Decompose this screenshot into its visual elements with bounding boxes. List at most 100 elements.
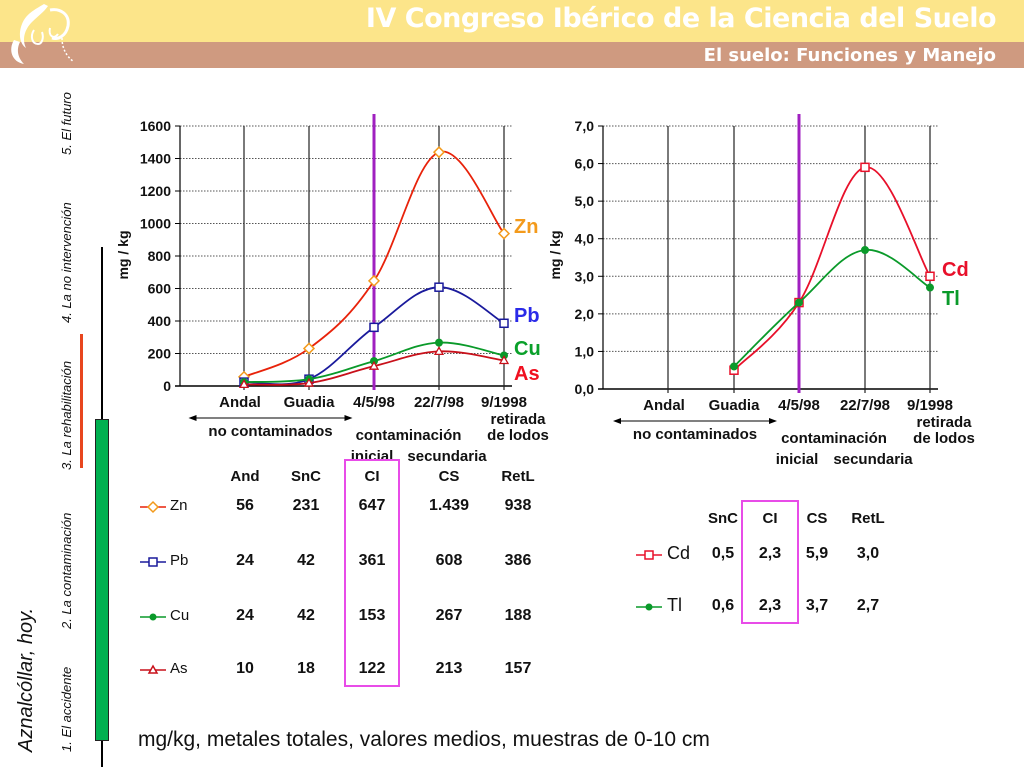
table-cell: 647 (358, 497, 386, 514)
arrow-right-icon (769, 418, 777, 424)
data-point-tl (861, 245, 869, 254)
y-tick-label: 200 (148, 346, 172, 362)
y-axis-label: mg / kg (115, 230, 131, 279)
legend-icon-cu (140, 613, 166, 621)
data-point-zn (432, 146, 446, 159)
y-tick-label: 2,0 (575, 306, 595, 322)
annotation-inicial: inicial (776, 451, 819, 468)
annotation-secundaria: secundaria (407, 448, 487, 465)
series-label-as: As (514, 363, 540, 385)
series-label-cd: Cd (942, 259, 969, 281)
data-point-as (433, 346, 445, 356)
x-tick-label: 9/1998 (907, 397, 953, 414)
y-axis-label: mg / kg (547, 230, 563, 279)
arrow-left-icon (188, 415, 197, 421)
annotation-retirada: retirada (490, 411, 546, 428)
table-cell: 2,7 (856, 597, 880, 614)
table-cell: 1.439 (428, 497, 470, 514)
table-cell: 157 (504, 660, 532, 677)
ci-highlight-box (741, 500, 799, 624)
table-cell: 361 (358, 552, 386, 569)
table-header: And (230, 468, 260, 485)
y-tick-label: 800 (148, 248, 172, 264)
header-band-bottom (0, 42, 1024, 68)
x-tick-label: 4/5/98 (778, 397, 820, 414)
table-cell: 24 (236, 552, 254, 569)
table-header: CS (438, 468, 460, 485)
table-cell: 0,6 (711, 597, 735, 614)
data-point-as (498, 355, 510, 365)
data-point-zn (367, 274, 381, 287)
data-point-tl (730, 362, 738, 371)
data-point-pb (434, 282, 444, 292)
y-tick-label: 1400 (140, 151, 171, 167)
series-line-tl (733, 249, 931, 368)
y-tick-label: 1,0 (575, 343, 595, 359)
annotation-contaminacion: contaminación (781, 430, 887, 447)
table-cell: 0,5 (711, 545, 735, 562)
table-header: SnC (708, 510, 738, 527)
table-header: CI (762, 510, 778, 527)
series-label-cu: Cu (514, 338, 541, 360)
table-cell: 42 (297, 552, 315, 569)
header-band-top (0, 0, 1024, 42)
table-row-label: As (170, 660, 188, 677)
x-tick-label: 9/1998 (481, 394, 527, 411)
data-point-as (303, 377, 315, 387)
table-cell: 153 (358, 607, 386, 624)
legend-icon-zn (140, 500, 166, 514)
table-row-label: Zn (170, 497, 188, 514)
data-point-tl (926, 283, 934, 292)
table-row-label: Pb (170, 552, 189, 569)
data-point-pb (369, 322, 379, 333)
arrow-right-icon (344, 415, 353, 421)
progress-bar-fill (95, 419, 109, 741)
table-cell: 938 (504, 497, 532, 514)
legend-icon-tl (636, 603, 662, 611)
y-tick-label: 6,0 (575, 156, 595, 172)
table-cell: 2,3 (758, 545, 782, 562)
table-cell: 231 (292, 497, 320, 514)
table-cell: 2,3 (758, 597, 782, 614)
y-tick-label: 5,0 (575, 193, 595, 209)
y-tick-label: 1200 (140, 183, 171, 199)
y-tick-label: 7,0 (575, 118, 595, 134)
page-subtitle: El suelo: Funciones y Manejo (703, 45, 996, 66)
table-cell: 213 (435, 660, 463, 677)
y-tick-label: 1600 (140, 118, 171, 134)
ci-highlight-box (344, 459, 400, 687)
table-header: CI (364, 468, 380, 485)
annotation-de-lodos: de lodos (487, 427, 549, 444)
x-tick-label: 22/7/98 (414, 394, 464, 411)
arrow-left-icon (613, 418, 621, 424)
active-section-marker (80, 334, 83, 468)
data-point-as (238, 379, 250, 389)
annotation-de-lodos: de lodos (913, 430, 975, 447)
table-cell: 3,7 (805, 597, 829, 614)
y-tick-label: 600 (148, 281, 172, 297)
table-cell: 267 (435, 607, 463, 624)
table-cell: 56 (236, 497, 254, 514)
x-tick-label: 4/5/98 (353, 394, 395, 411)
x-tick-label: Andal (219, 394, 261, 411)
y-tick-label: 0,0 (575, 381, 595, 397)
table-header: SnC (291, 468, 321, 485)
data-point-as (368, 360, 380, 370)
annotation-no-contaminados: no contaminados (208, 423, 332, 440)
annotation-secundaria: secundaria (833, 451, 913, 468)
table-cell: 386 (504, 552, 532, 569)
data-point-zn (497, 227, 511, 240)
congress-logo (11, 4, 75, 64)
table-cell: 42 (297, 607, 315, 624)
data-point-cd (925, 271, 935, 282)
x-tick-label: Guadia (709, 397, 761, 414)
x-tick-label: Andal (643, 397, 685, 414)
table-cell: 3,0 (856, 545, 880, 562)
legend-icon-cd (636, 550, 662, 560)
series-line-zn (243, 150, 505, 378)
table-header: RetL (851, 510, 885, 527)
data-point-zn (302, 342, 316, 355)
series-label-zn: Zn (514, 216, 538, 238)
annotation-contaminacion: contaminación (356, 427, 462, 444)
table-row-label: Cd (667, 543, 691, 563)
